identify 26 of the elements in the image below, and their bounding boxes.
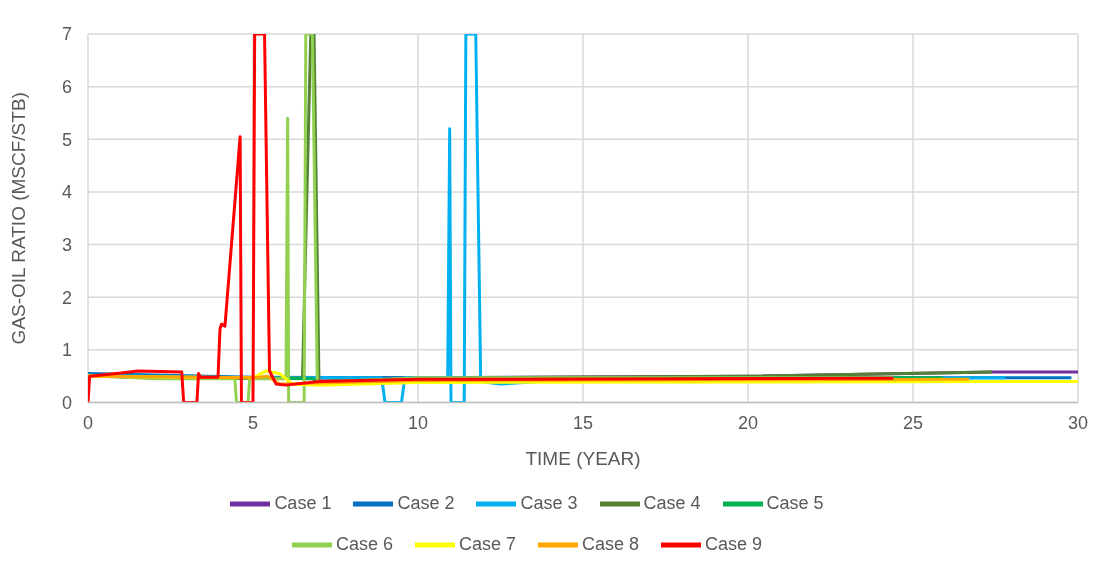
legend-label: Case 1 xyxy=(274,492,332,513)
y-tick-label: 4 xyxy=(61,182,72,203)
x-tick-label: 15 xyxy=(572,413,594,434)
x-axis-title: TIME (YEAR) xyxy=(525,447,641,469)
x-tick-label: 5 xyxy=(247,413,259,434)
legend-label: Case 8 xyxy=(582,533,640,554)
y-axis-title: GAS-OIL RATIO (MSCF/STB) xyxy=(7,92,29,345)
y-tick-label: 1 xyxy=(61,340,72,361)
legend-label: Case 9 xyxy=(705,533,763,554)
y-tick-label: 3 xyxy=(61,234,72,255)
x-tick-label: 25 xyxy=(902,413,924,434)
x-tick-label: 20 xyxy=(737,413,759,434)
y-tick-label: 6 xyxy=(61,77,72,98)
y-tick-label: 2 xyxy=(61,287,72,308)
y-tick-label: 5 xyxy=(61,129,72,150)
legend-label: Case 3 xyxy=(520,492,578,513)
legend-label: Case 4 xyxy=(643,492,701,513)
x-tick-label: 0 xyxy=(82,413,94,434)
legend-label: Case 5 xyxy=(766,492,824,513)
legend-label: Case 7 xyxy=(458,533,516,554)
y-tick-label: 7 xyxy=(61,24,72,45)
x-tick-label: 30 xyxy=(1067,413,1089,434)
legend-label: Case 6 xyxy=(335,533,393,554)
x-tick-label: 10 xyxy=(407,413,429,434)
y-tick-label: 0 xyxy=(61,392,72,413)
legend-label: Case 2 xyxy=(397,492,455,513)
